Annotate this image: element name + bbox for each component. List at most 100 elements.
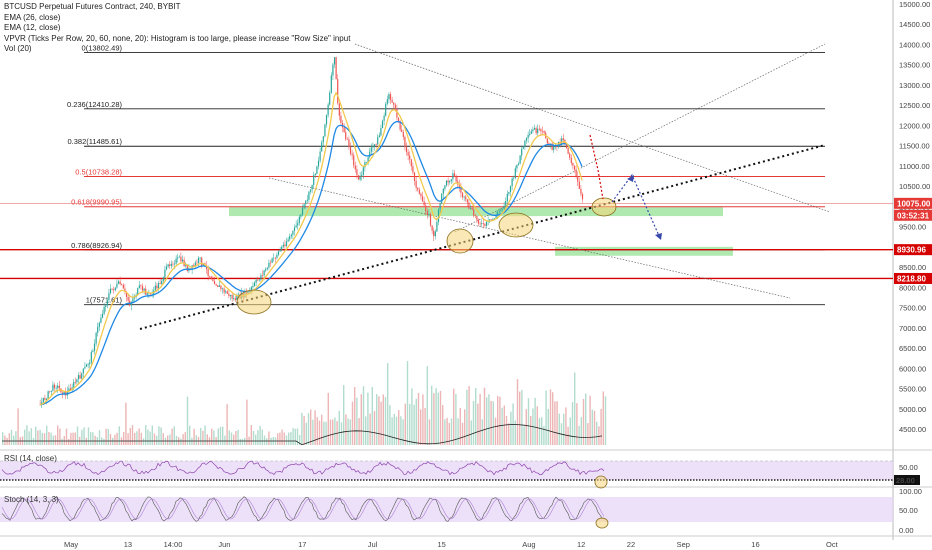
volume-bar [358,418,360,445]
volume-bar [420,409,422,445]
symbol-title: BTCUSD Perpetual Futures Contract, 240, … [4,2,181,11]
candle-body [575,169,577,177]
candle-body [111,288,113,290]
volume-bar [290,432,292,445]
candle-body [114,287,116,291]
candle-body [436,221,438,232]
volume-bar [464,409,466,445]
volume-bar [527,398,530,445]
volume-bar [409,403,411,445]
volume-bar [523,426,525,445]
volume-bar [593,410,596,445]
candle-body [252,285,254,288]
candle-body [516,164,518,169]
volume-bar [345,414,347,445]
volume-bar [182,434,184,445]
volume-bar [48,432,50,445]
volume-bar [224,435,226,445]
candle-body [557,141,560,148]
candle-body [234,298,236,301]
volume-bar [525,409,527,445]
volume-bar [536,406,538,445]
volume-bar [376,394,378,445]
y-tick-label: 6500.00 [899,344,926,353]
candle-body [116,283,118,288]
volume-bar [380,401,382,445]
y-tick-label: 8500.00 [899,263,926,272]
candle-body [425,205,427,212]
candle-body [482,223,484,225]
volume-bar [68,438,70,445]
volume-bar [332,419,334,445]
volume-bar [497,396,499,445]
candle-body [372,146,374,148]
volume-bar [85,437,87,445]
candle-body [538,128,540,130]
volume-bar [490,400,492,445]
volume-bar [70,432,72,445]
volume-bar [461,422,464,445]
x-tick-label: 12 [577,540,585,549]
candle-body [265,269,267,271]
volume-bar [149,431,151,445]
y-tick-label: 6000.00 [899,364,926,373]
volume-bar [228,430,230,445]
highlight-circle [498,212,534,238]
candle-body [324,124,326,137]
candle-body [306,199,308,201]
candle-body [87,364,89,365]
volume-bar [325,421,327,445]
fib-level-label: 1(7571.61) [86,296,123,305]
volume-bar [431,385,433,445]
candles [39,56,584,409]
rsi-tick-label: 50.00 [899,463,918,472]
candle-body [444,185,446,189]
volume-bar [103,438,105,445]
y-tick-label: 4500.00 [899,425,926,434]
candle-body [522,146,524,149]
candle-body [233,298,235,299]
candle-body [268,262,270,268]
ema-12-label: EMA (12, close) [4,23,61,32]
candle-body [397,117,400,122]
volume-bar [153,433,156,445]
x-tick-label: Oct [826,540,839,549]
candle-body [193,265,195,267]
candle-body [460,187,462,193]
candle-body [295,225,297,228]
volume-bar [541,417,543,445]
candle-body [581,193,584,200]
candle-body [273,257,275,259]
y-tick-label: 5000.00 [899,405,926,414]
volume-bar [589,395,591,445]
candle-body [170,263,172,266]
candle-body [73,381,75,388]
candle-body [282,244,284,247]
descending-trendline [354,43,831,213]
candle-body [172,263,174,265]
candle-body [500,209,502,212]
candle-body [369,151,371,158]
volume-bar [472,400,475,445]
candle-body [220,285,222,290]
candle-body [277,251,280,255]
candle-body [340,115,342,123]
volume-bar [387,363,389,445]
candle-body [506,193,508,202]
candle-body [143,288,145,291]
candle-body [106,300,108,306]
candle-body [429,213,432,226]
stoch-circle [595,517,609,529]
candle-body [452,173,454,180]
volume-bar [400,416,402,445]
candle-body [402,131,404,137]
candle-body [101,313,104,318]
candle-body [154,285,156,291]
x-tick-label: 15 [438,540,446,549]
candle-body [293,227,296,231]
volume-bar [391,417,393,445]
volume-bar [437,392,439,445]
y-tick-label: 12000.00 [899,121,930,130]
volume-bar [57,425,59,445]
